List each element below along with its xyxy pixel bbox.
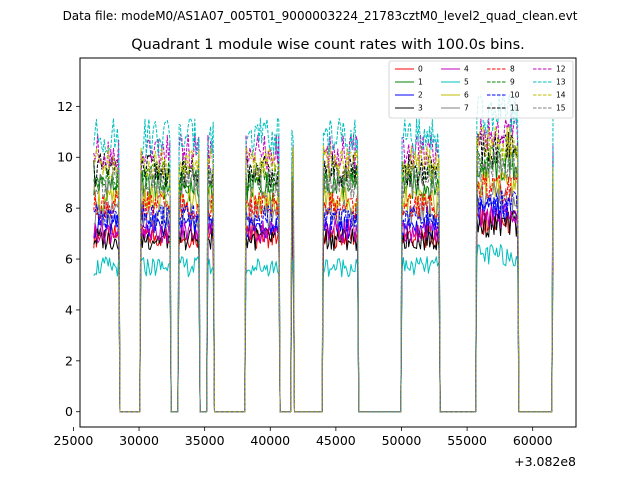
x-tick-label: 35000: [185, 433, 225, 448]
legend-label-10: 10: [510, 91, 520, 100]
y-tick-label: 6: [65, 252, 73, 267]
series-line-15: [93, 150, 554, 413]
y-tick-label: 12: [57, 99, 73, 114]
y-tick-label: 10: [57, 150, 73, 165]
legend-label-6: 6: [464, 91, 469, 100]
y-tick-label: 2: [65, 353, 73, 368]
legend-label-1: 1: [418, 78, 423, 87]
x-tick-label: 55000: [447, 433, 487, 448]
legend-label-11: 11: [510, 104, 520, 113]
axes-border: [79, 57, 577, 428]
x-axis: 25000 30000 35000 40000 45000 50000 55000 60000: [54, 427, 553, 448]
legend-box: [388, 60, 574, 119]
x-tick-label: 30000: [119, 433, 159, 448]
legend-label-14: 14: [556, 91, 566, 100]
x-offset-label: +3.082e8: [514, 454, 576, 469]
x-tick-label: 60000: [513, 433, 553, 448]
legend-label-7: 7: [464, 104, 469, 113]
x-tick-label: 45000: [316, 433, 356, 448]
y-tick-label: 0: [65, 404, 73, 419]
legend-label-8: 8: [510, 65, 515, 74]
legend-label-13: 13: [556, 78, 566, 87]
legend-label-3: 3: [418, 104, 423, 113]
legend-label-12: 12: [556, 65, 566, 74]
y-tick-label: 4: [65, 302, 73, 317]
series-layer: [93, 94, 554, 413]
plot-area: 25000 30000 35000 40000 45000 50000 55000 60000…: [54, 57, 577, 469]
y-tick-label: 8: [65, 201, 73, 216]
chart-suptitle: Data file: modeM0/AS1A07_005T01_90000032…: [63, 9, 578, 23]
legend-label-0: 0: [418, 65, 423, 74]
x-tick-label: 40000: [250, 433, 290, 448]
legend-label-4: 4: [464, 65, 469, 74]
legend-label-5: 5: [464, 78, 469, 87]
y-axis: 0 2 4 6 8 10 12: [57, 99, 80, 419]
legend-label-15: 15: [556, 104, 566, 113]
x-tick-label: 25000: [54, 433, 94, 448]
x-tick-label: 50000: [382, 433, 422, 448]
legend-label-9: 9: [510, 78, 515, 87]
legend-label-2: 2: [418, 91, 423, 100]
chart-title: Quadrant 1 module wise count rates with …: [131, 37, 525, 53]
